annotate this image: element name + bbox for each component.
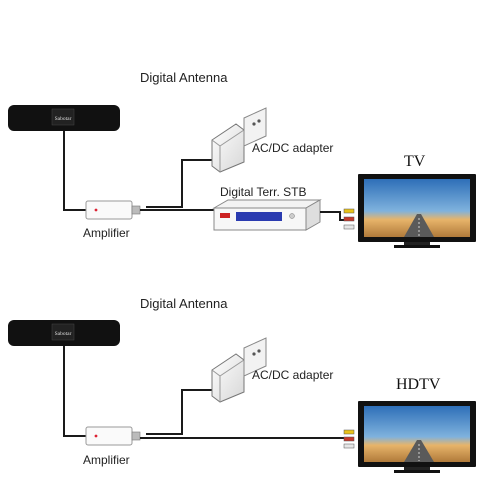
av-cable bbox=[320, 211, 346, 221]
acdc-adapter bbox=[211, 337, 267, 403]
set-top-box bbox=[212, 199, 322, 231]
power-cable bbox=[146, 389, 212, 435]
acdc-adapter bbox=[211, 107, 267, 173]
adapter-label: AC/DC adapter bbox=[252, 141, 334, 155]
antenna-brand: Sabotar bbox=[55, 116, 72, 122]
wall-socket bbox=[243, 107, 267, 147]
antenna-label: Digital Antenna bbox=[140, 296, 228, 311]
antenna-label: Digital Antenna bbox=[140, 70, 228, 85]
stb-label: Digital Terr. STB bbox=[220, 185, 307, 199]
amplifier-label: Amplifier bbox=[83, 453, 130, 467]
amplifier-label: Amplifier bbox=[83, 226, 130, 240]
tv bbox=[358, 401, 476, 473]
wall-socket bbox=[243, 337, 267, 377]
antenna: Sabotar bbox=[8, 105, 120, 131]
amplifier bbox=[85, 426, 141, 446]
power-cable bbox=[146, 159, 212, 208]
rca-plugs bbox=[343, 208, 355, 230]
antenna-cable bbox=[63, 346, 88, 437]
antenna-cable bbox=[63, 131, 88, 211]
tv-label: TV bbox=[404, 153, 426, 170]
amplifier bbox=[85, 200, 141, 220]
antenna: Sabotar bbox=[8, 320, 120, 346]
tv bbox=[358, 174, 476, 248]
rca-plugs bbox=[343, 429, 355, 449]
hdtv-label: HDTV bbox=[396, 376, 441, 393]
adapter-label: AC/DC adapter bbox=[252, 368, 334, 382]
setup-hdtv: Sabotar bbox=[8, 320, 476, 473]
antenna-brand: Sabotar bbox=[55, 331, 72, 337]
setup-stb: Sabotar bbox=[8, 105, 476, 248]
stb-display bbox=[236, 212, 282, 221]
